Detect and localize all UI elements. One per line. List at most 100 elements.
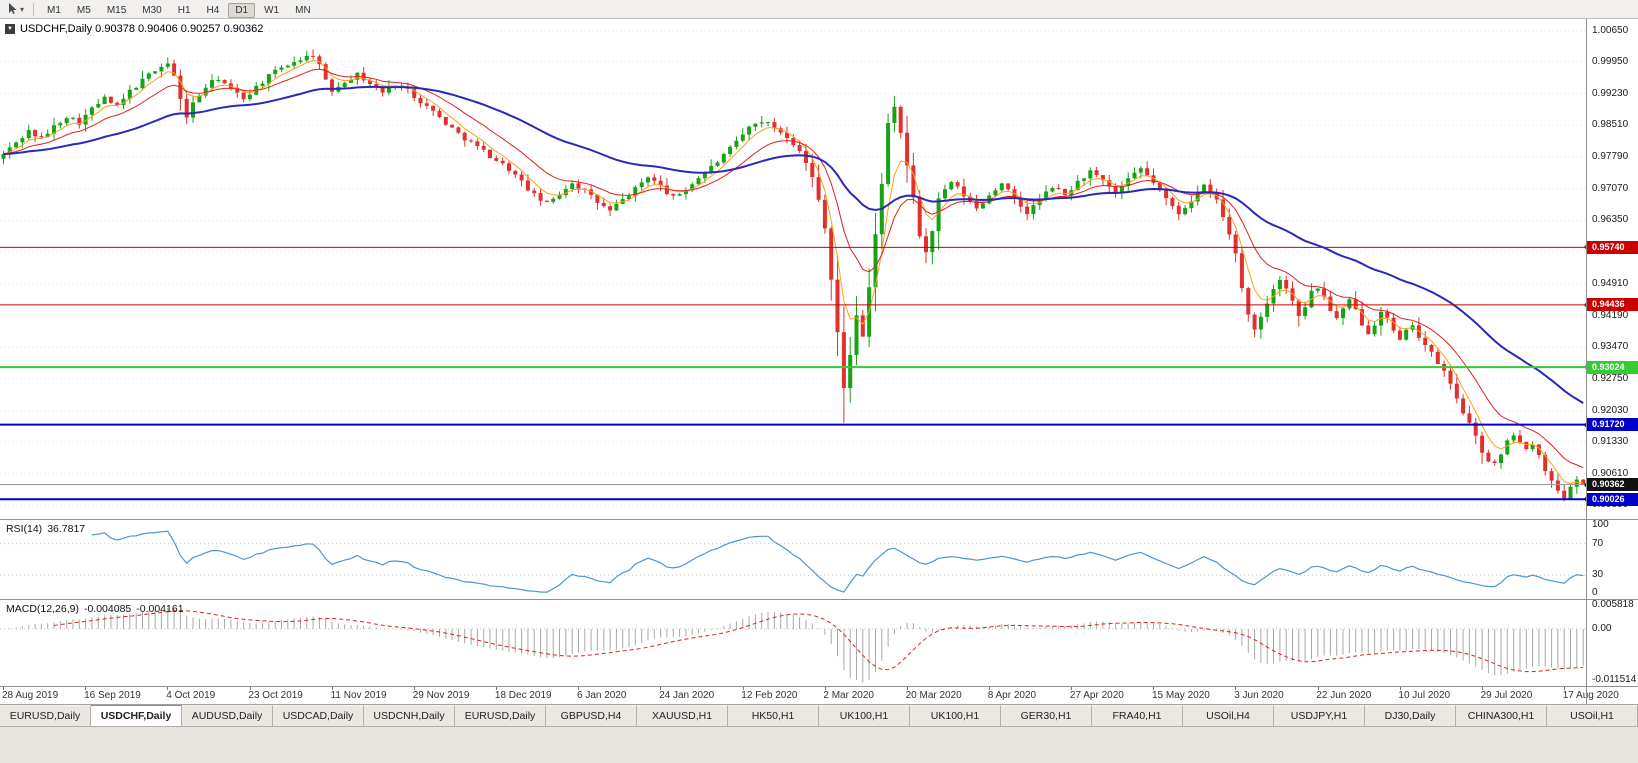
time-axis-tick — [906, 687, 908, 690]
chart-tab-uk100-h1[interactable]: UK100,H1 — [910, 705, 1001, 726]
macd-panel[interactable]: MACD(12,26,9) -0.004085 -0.004161 — [0, 600, 1586, 686]
timeframe-button-w1[interactable]: W1 — [264, 5, 280, 16]
time-axis-tick — [249, 687, 251, 690]
candlestick — [924, 228, 928, 264]
candlestick — [1107, 174, 1112, 193]
candlestick — [683, 187, 688, 200]
panel-separator[interactable] — [0, 599, 1638, 600]
chart-tab-eurusd-daily[interactable]: EURUSD,Daily — [455, 705, 546, 726]
chart-tab-usoil-h1[interactable]: USOil,H1 — [1547, 705, 1638, 726]
candlestick — [1126, 172, 1131, 192]
price-axis-label: 1.00650 — [1592, 24, 1629, 36]
candlestick — [816, 164, 821, 203]
time-axis-label: 20 Mar 2020 — [905, 690, 962, 701]
price-axis-label: 0.97790 — [1592, 151, 1629, 162]
candlestick — [14, 141, 19, 148]
timeframe-button-m15[interactable]: M15 — [106, 5, 127, 16]
candlestick — [753, 123, 758, 131]
candlestick — [1347, 296, 1352, 311]
timeframe-button-m5[interactable]: M5 — [76, 5, 91, 16]
time-axis-label: 17 Aug 2020 — [1562, 690, 1619, 701]
chart-tab-hk50-h1[interactable]: HK50,H1 — [728, 705, 819, 726]
candlestick — [266, 73, 271, 92]
candlestick — [892, 96, 897, 133]
candlestick — [1, 150, 6, 165]
chart-tab-eurusd-daily[interactable]: EURUSD,Daily — [0, 705, 91, 726]
price-axis-label: 0.94190 — [1592, 309, 1629, 321]
candlestick — [1499, 453, 1503, 469]
candlestick — [589, 184, 594, 200]
candlestick — [140, 70, 145, 90]
timeframe-button-h1[interactable]: H1 — [177, 5, 191, 16]
candlestick — [102, 94, 107, 105]
candlestick — [1195, 185, 1200, 206]
candlestick — [608, 203, 613, 216]
quick-trade-toggle-icon[interactable]: ▼ — [5, 24, 15, 34]
candlestick — [127, 85, 132, 104]
macd-signal-line — [53, 610, 1584, 673]
chart-tab-usdchf-daily[interactable]: USDCHF,Daily — [91, 705, 182, 726]
chart-header: ▼ USDCHF,Daily 0.90378 0.90406 0.90257 0… — [5, 23, 263, 35]
candlestick — [633, 185, 638, 202]
candlestick — [52, 117, 56, 141]
candlestick — [178, 69, 183, 111]
price-axis[interactable]: 1.00650 0.99950 0.99230 0.98510 0.97790 0.970… — [1584, 19, 1638, 519]
chart-tab-gbpusd-h4[interactable]: GBPUSD,H4 — [546, 705, 637, 726]
rsi-panel[interactable]: RSI(14) 36.7817 — [0, 520, 1586, 599]
price-badge-0.94436: 0.94436 — [1584, 298, 1638, 312]
price-axis-label: 0.96350 — [1592, 214, 1629, 226]
candlestick — [1239, 247, 1244, 293]
rsi-axis-label: 100 — [1592, 519, 1609, 530]
candlestick — [848, 337, 853, 403]
candlestick — [1056, 184, 1061, 190]
candlestick — [1157, 182, 1162, 192]
axis-separator — [1586, 19, 1587, 704]
candlestick — [696, 176, 701, 185]
candlestick — [557, 191, 562, 200]
chart-tab-fra40-h1[interactable]: FRA40,H1 — [1092, 705, 1183, 726]
chart-tab-china300-h1[interactable]: CHINA300,H1 — [1456, 705, 1547, 726]
chart-tab-audusd-daily[interactable]: AUDUSD,Daily — [182, 705, 273, 726]
time-axis-tick — [3, 687, 5, 690]
price-chart-canvas[interactable] — [0, 19, 1586, 519]
chart-tab-xauusd-h1[interactable]: XAUUSD,H1 — [637, 705, 728, 726]
candlestick — [26, 124, 31, 141]
panel-separator[interactable] — [0, 519, 1638, 520]
chart-tab-usoil-h4[interactable]: USOil,H4 — [1183, 705, 1274, 726]
candlestick — [146, 72, 151, 82]
candlestick — [664, 178, 669, 196]
macd-axis[interactable]: 0.005818 0.00 -0.011514 — [1587, 599, 1638, 686]
timeframe-button-m30[interactable]: M30 — [142, 5, 162, 16]
candlestick — [1271, 284, 1276, 312]
time-axis-label: 6 Jan 2020 — [577, 690, 627, 701]
chart-tab-ger30-h1[interactable]: GER30,H1 — [1001, 705, 1092, 726]
chart-tab-uk100-h1[interactable]: UK100,H1 — [819, 705, 910, 726]
time-axis-tick — [824, 687, 826, 690]
candlestick — [494, 155, 499, 162]
timeframe-button-h4[interactable]: H4 — [206, 5, 220, 16]
chart-tab-usdcad-daily[interactable]: USDCAD,Daily — [273, 705, 364, 726]
timeframe-button-m1[interactable]: M1 — [47, 5, 61, 16]
timeframe-button-d1[interactable]: D1 — [228, 3, 256, 18]
time-axis-label: 12 Feb 2020 — [741, 690, 798, 701]
candlestick — [260, 80, 265, 89]
candlestick — [254, 81, 259, 96]
candlestick — [1208, 179, 1213, 198]
rsi-label: RSI(14) 36.7817 — [6, 523, 90, 535]
chart-tab-usdjpy-h1[interactable]: USDJPY,H1 — [1274, 705, 1365, 726]
chart-tab-dj30-daily[interactable]: DJ30,Daily — [1365, 705, 1456, 726]
time-axis-label: 22 Jun 2020 — [1316, 690, 1372, 701]
pointer-tool-button[interactable]: ▾ — [4, 3, 28, 15]
macd-canvas[interactable] — [0, 600, 1586, 686]
timeframe-button-mn[interactable]: MN — [295, 5, 311, 16]
time-axis-tick — [85, 687, 87, 690]
price-chart-panel[interactable]: ▼ USDCHF,Daily 0.90378 0.90406 0.90257 0… — [0, 19, 1586, 519]
time-axis[interactable]: 28 Aug 2019 16 Sep 2019 4 Oct 2019 23 Oct 2… — [0, 687, 1638, 704]
price-axis-label: 0.99950 — [1592, 55, 1629, 67]
time-axis-tick — [1317, 687, 1319, 690]
rsi-canvas[interactable] — [0, 520, 1586, 599]
rsi-axis[interactable]: 100 70 30 0 — [1587, 519, 1638, 599]
macd-axis-label: 0.005818 — [1592, 599, 1634, 610]
chart-tab-usdcnh-daily[interactable]: USDCNH,Daily — [364, 705, 455, 726]
time-axis-label: 24 Jan 2020 — [659, 690, 715, 701]
